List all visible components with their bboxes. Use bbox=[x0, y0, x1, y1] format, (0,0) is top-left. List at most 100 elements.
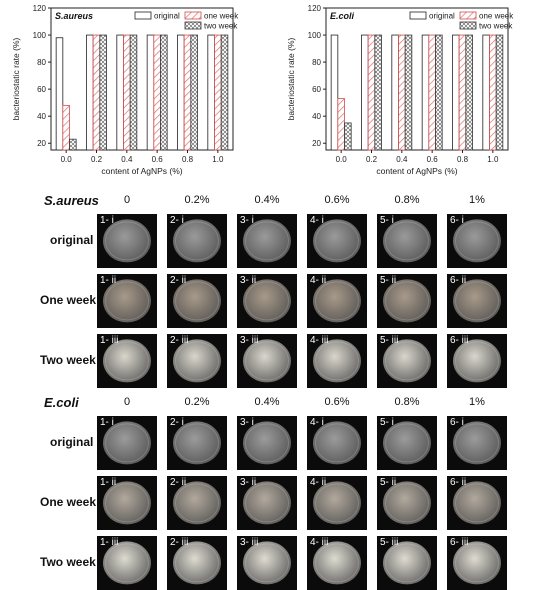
petri-dish-photo: 2- ii bbox=[167, 274, 227, 328]
column-header: 0.6% bbox=[324, 396, 350, 408]
petri-dish bbox=[243, 339, 291, 383]
y-tick-label: 60 bbox=[312, 85, 321, 94]
bar-two-week-0.2 bbox=[99, 34, 107, 151]
panel-label: E.coli bbox=[330, 11, 355, 21]
y-axis-label: bacteriostatic rate (%) bbox=[11, 37, 21, 120]
petri-dish bbox=[173, 541, 221, 585]
petri-dish bbox=[103, 421, 151, 465]
petri-dish bbox=[173, 481, 221, 525]
petri-dish bbox=[313, 279, 361, 323]
petri-dish-photo: 5- ii bbox=[377, 476, 437, 530]
petri-dish-photo: 3- ii bbox=[237, 476, 297, 530]
grid-title: S.aureus bbox=[44, 193, 99, 208]
bar-two-week-1.0 bbox=[495, 34, 504, 151]
bar-two-week-1.0 bbox=[220, 34, 229, 151]
petri-dish bbox=[383, 421, 431, 465]
x-tick-label: 0.8 bbox=[457, 155, 469, 164]
petri-dish-photo: 4- i bbox=[307, 416, 367, 470]
petri-dish-photo: 1- i bbox=[97, 416, 157, 470]
petri-dish-photo: 5- ii bbox=[377, 274, 437, 328]
bar-original-0.8 bbox=[452, 34, 460, 151]
column-header: 0.2% bbox=[184, 396, 210, 408]
legend-label: one week bbox=[479, 12, 514, 21]
plate-label: 1- ii bbox=[100, 477, 117, 488]
petri-dish bbox=[173, 279, 221, 323]
legend-label: two week bbox=[204, 22, 238, 31]
y-tick-label: 60 bbox=[37, 85, 46, 94]
grid-title: E.coli bbox=[44, 395, 79, 410]
bar-original-0.0 bbox=[55, 37, 64, 151]
bar-one-week-0.2 bbox=[92, 34, 101, 151]
petri-dish bbox=[383, 279, 431, 323]
petri-dish bbox=[103, 481, 151, 525]
bar-original-0.0 bbox=[330, 34, 339, 151]
petri-dish bbox=[383, 481, 431, 525]
petri-dish-photo: 4- ii bbox=[307, 476, 367, 530]
plate-label: 4- ii bbox=[310, 477, 327, 488]
plate-label: 1- i bbox=[100, 417, 114, 428]
chart-e-coli: 20 40 60 80 100 120 0.0 0.2 0.4 0.6 0.8 1.0 content … bbox=[280, 0, 545, 180]
petri-dish bbox=[313, 541, 361, 585]
plate-label: 3- i bbox=[240, 417, 254, 428]
column-header: 0.8% bbox=[394, 396, 420, 408]
bar-two-week-0.4 bbox=[129, 34, 138, 151]
plate-label: 4- iii bbox=[310, 537, 329, 548]
plate-label: 2- ii bbox=[170, 477, 187, 488]
petri-dish bbox=[243, 279, 291, 323]
plate-label: 5- ii bbox=[380, 275, 397, 286]
plate-label: 5- ii bbox=[380, 477, 397, 488]
bar-two-week-0.0 bbox=[69, 138, 77, 151]
petri-dish bbox=[103, 339, 151, 383]
petri-dish-photo: 6- iii bbox=[447, 334, 507, 388]
plate-label: 6- iii bbox=[450, 537, 469, 548]
plate-label: 1- i bbox=[100, 215, 114, 226]
y-tick-label: 40 bbox=[37, 112, 46, 121]
petri-dish-photo: 6- iii bbox=[447, 536, 507, 590]
petri-dish-photo: 3- iii bbox=[237, 334, 297, 388]
column-header: 0 bbox=[123, 396, 131, 408]
petri-dish-photo: 2- iii bbox=[167, 536, 227, 590]
petri-dish bbox=[243, 219, 291, 263]
petri-dish-photo: 2- ii bbox=[167, 476, 227, 530]
plate-label: 1- ii bbox=[100, 275, 117, 286]
bar-two-week-0.2 bbox=[374, 34, 382, 151]
bar-one-week-0.8 bbox=[183, 34, 192, 151]
petri-dish bbox=[453, 219, 501, 263]
bar-original-0.6 bbox=[146, 34, 155, 151]
petri-dish bbox=[103, 279, 151, 323]
legend-label: original bbox=[429, 12, 455, 21]
petri-dish-photo: 6- i bbox=[447, 214, 507, 268]
row-label: One week bbox=[40, 293, 97, 307]
petri-dish-photo: 3- i bbox=[237, 214, 297, 268]
bar-two-week-0.6 bbox=[435, 34, 443, 151]
petri-dish-photo: 5- i bbox=[377, 416, 437, 470]
column-header: 0.8% bbox=[394, 194, 420, 206]
petri-dish bbox=[103, 219, 151, 263]
petri-dish bbox=[313, 421, 361, 465]
plate-label: 1- iii bbox=[100, 537, 119, 548]
panel-label: S.aureus bbox=[55, 11, 93, 21]
column-header: 0 bbox=[123, 194, 131, 206]
petri-dish-photo: 1- iii bbox=[97, 536, 157, 590]
y-tick-label: 120 bbox=[308, 4, 322, 13]
plate-label: 3- ii bbox=[240, 477, 257, 488]
petri-dish bbox=[243, 541, 291, 585]
petri-dish-photo: 2- i bbox=[167, 214, 227, 268]
column-header: 0.4% bbox=[254, 396, 280, 408]
petri-dish-photo: 4- iii bbox=[307, 536, 367, 590]
petri-dish bbox=[243, 421, 291, 465]
petri-dish bbox=[313, 219, 361, 263]
petri-dish-photo: 2- iii bbox=[167, 334, 227, 388]
petri-dish bbox=[173, 339, 221, 383]
legend-swatch-one-week bbox=[184, 11, 202, 20]
bar-original-0.4 bbox=[391, 34, 399, 151]
bar-chart-svg: 20 40 60 80 100 120 0.0 0.2 0.4 0.6 0.8 1.0 content … bbox=[286, 4, 514, 176]
x-tick-label: 0.2 bbox=[91, 155, 103, 164]
plate-label: 4- iii bbox=[310, 335, 329, 346]
bar-one-week-0.4 bbox=[398, 34, 406, 151]
plate-label: 5- iii bbox=[380, 335, 399, 346]
plate-grid-s-aureus: S.aureus 0 0.2% 0.4% 0.6% 0.8% 1% original 1- i 2… bbox=[0, 190, 547, 388]
petri-dish-photo: 2- i bbox=[167, 416, 227, 470]
y-tick-label: 20 bbox=[37, 139, 46, 148]
x-tick-label: 0.2 bbox=[366, 155, 378, 164]
